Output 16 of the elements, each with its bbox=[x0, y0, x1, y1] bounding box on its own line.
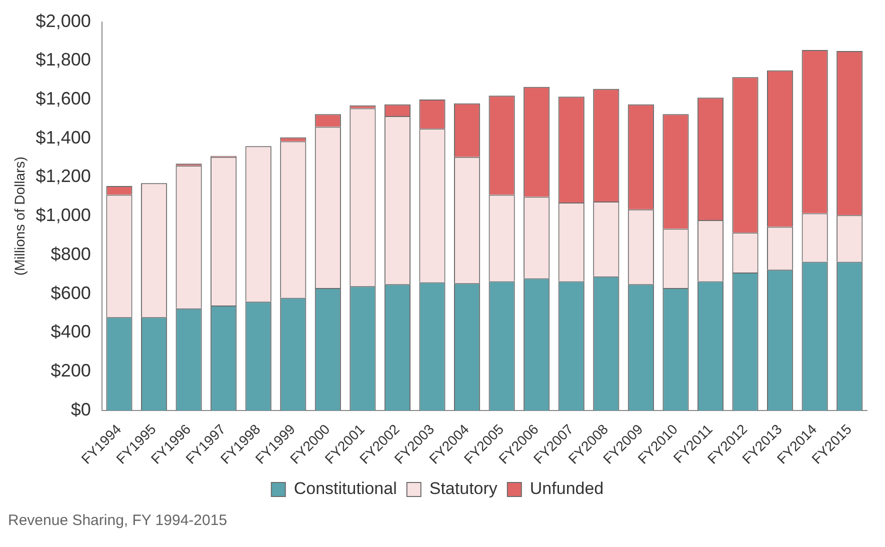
y-tick-label: $1,600 bbox=[36, 88, 91, 108]
y-tick-label: $1,200 bbox=[36, 166, 91, 186]
text: Revenue Sharing, FY 1994-2015 bbox=[8, 512, 228, 529]
y-tick-label: $200 bbox=[50, 360, 91, 381]
y-tick-label: $800 bbox=[50, 244, 91, 264]
y-tick-label: $600 bbox=[50, 282, 91, 303]
legend-label: Statutory bbox=[429, 479, 498, 498]
y-axis-title: (Millions of Dollars) bbox=[11, 156, 28, 276]
y-tick-label: $2,000 bbox=[36, 10, 91, 31]
legend-label: Constitutional bbox=[294, 479, 397, 498]
y-tick-label: $1,000 bbox=[36, 205, 91, 226]
y-tick-label: $0 bbox=[70, 399, 91, 420]
y-tick-label: $400 bbox=[50, 322, 91, 342]
y-tick-label: $1,800 bbox=[36, 50, 91, 70]
y-tick-label: $1,400 bbox=[36, 127, 91, 148]
legend-label: Unfunded bbox=[530, 479, 604, 498]
